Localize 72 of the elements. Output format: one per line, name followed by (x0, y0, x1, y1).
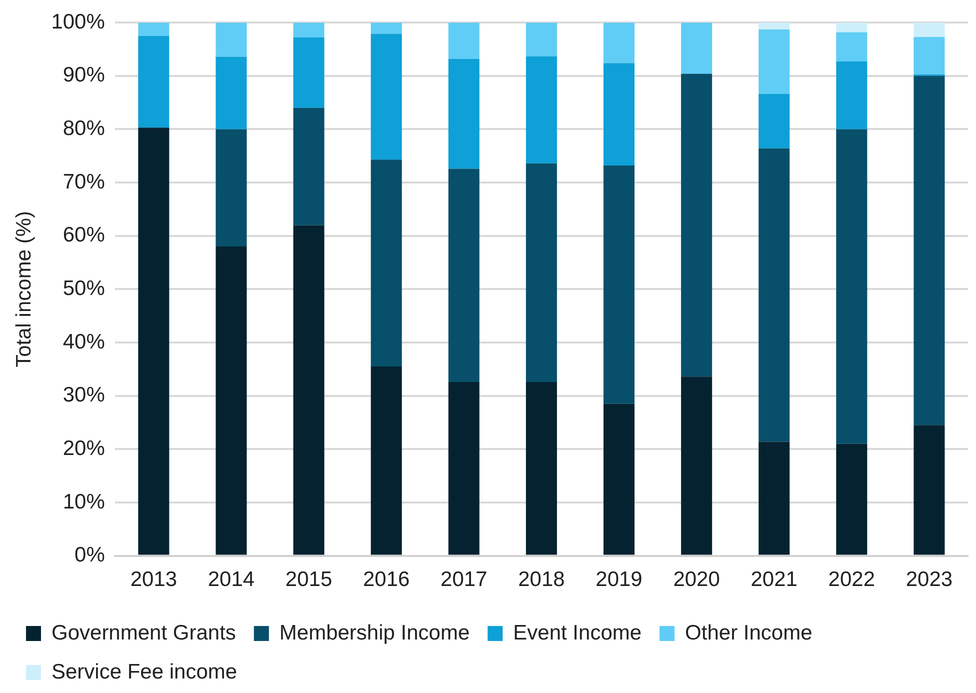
y-tick-label: 20% (62, 436, 105, 460)
y-tick-label: 90% (62, 64, 105, 87)
bar (293, 225, 324, 555)
x-tick-label: 2019 (596, 568, 642, 592)
y-tick-label: 60% (62, 224, 105, 247)
legend-label: Other Income (685, 621, 812, 644)
bar (370, 22, 402, 34)
bar (604, 166, 635, 404)
x-tick-label: 2022 (828, 568, 876, 592)
legend-label: Event Income (513, 621, 642, 644)
bar (604, 63, 635, 166)
y-tick-label: 70% (62, 170, 105, 194)
bar (138, 36, 170, 128)
bar (914, 76, 945, 426)
bar (293, 38, 324, 108)
legend-label: Membership Income (279, 621, 470, 644)
bar (836, 22, 868, 32)
y-tick-label: 40% (62, 330, 105, 354)
y-tick-label: 100% (51, 10, 105, 34)
bar (604, 22, 635, 64)
bar (293, 22, 324, 38)
bar (758, 148, 790, 442)
bar (526, 56, 557, 164)
y-axis-title: Total income (%) (12, 211, 36, 368)
x-tick-label: 2014 (208, 568, 255, 592)
bar (836, 444, 868, 555)
bar (836, 32, 868, 62)
bar (448, 382, 480, 555)
x-tick-label: 2020 (673, 568, 720, 592)
bar (681, 376, 712, 555)
bar (914, 22, 945, 37)
bar (758, 442, 790, 555)
x-tick-label: 2017 (440, 568, 488, 592)
bar (370, 160, 402, 367)
x-tick-label: 2015 (285, 568, 332, 592)
bar (370, 366, 402, 555)
bar (604, 404, 635, 555)
bar (216, 129, 247, 247)
x-tick-label: 2021 (750, 568, 798, 592)
bar (681, 22, 712, 74)
y-tick-label: 50% (62, 276, 105, 300)
bar (448, 58, 480, 169)
x-tick-label: 2023 (906, 568, 953, 592)
x-tick-label: 2013 (130, 568, 178, 592)
bar (526, 382, 557, 555)
bar (370, 34, 402, 160)
bar (914, 36, 945, 74)
bar (138, 22, 170, 36)
bar (216, 56, 247, 130)
bar (448, 22, 480, 59)
y-tick-label: 0% (74, 544, 105, 567)
x-tick-label: 2018 (518, 568, 565, 592)
legend-label: Service Fee income (52, 660, 238, 684)
bar (758, 94, 790, 148)
bar (526, 163, 557, 382)
bar (758, 30, 790, 94)
bar (836, 62, 868, 130)
bar (526, 22, 557, 56)
bar (914, 425, 945, 555)
bar (758, 22, 790, 30)
y-tick-label: 10% (62, 490, 105, 514)
y-tick-label: 30% (62, 384, 105, 407)
bar (293, 108, 324, 226)
bar (836, 129, 868, 444)
bar (448, 168, 480, 382)
legend-label: Government Grants (52, 621, 236, 644)
bar (138, 128, 170, 555)
bar (681, 74, 712, 377)
y-tick-label: 80% (62, 117, 105, 140)
bar (216, 22, 247, 57)
x-tick-label: 2016 (362, 568, 410, 592)
bar (216, 246, 247, 555)
